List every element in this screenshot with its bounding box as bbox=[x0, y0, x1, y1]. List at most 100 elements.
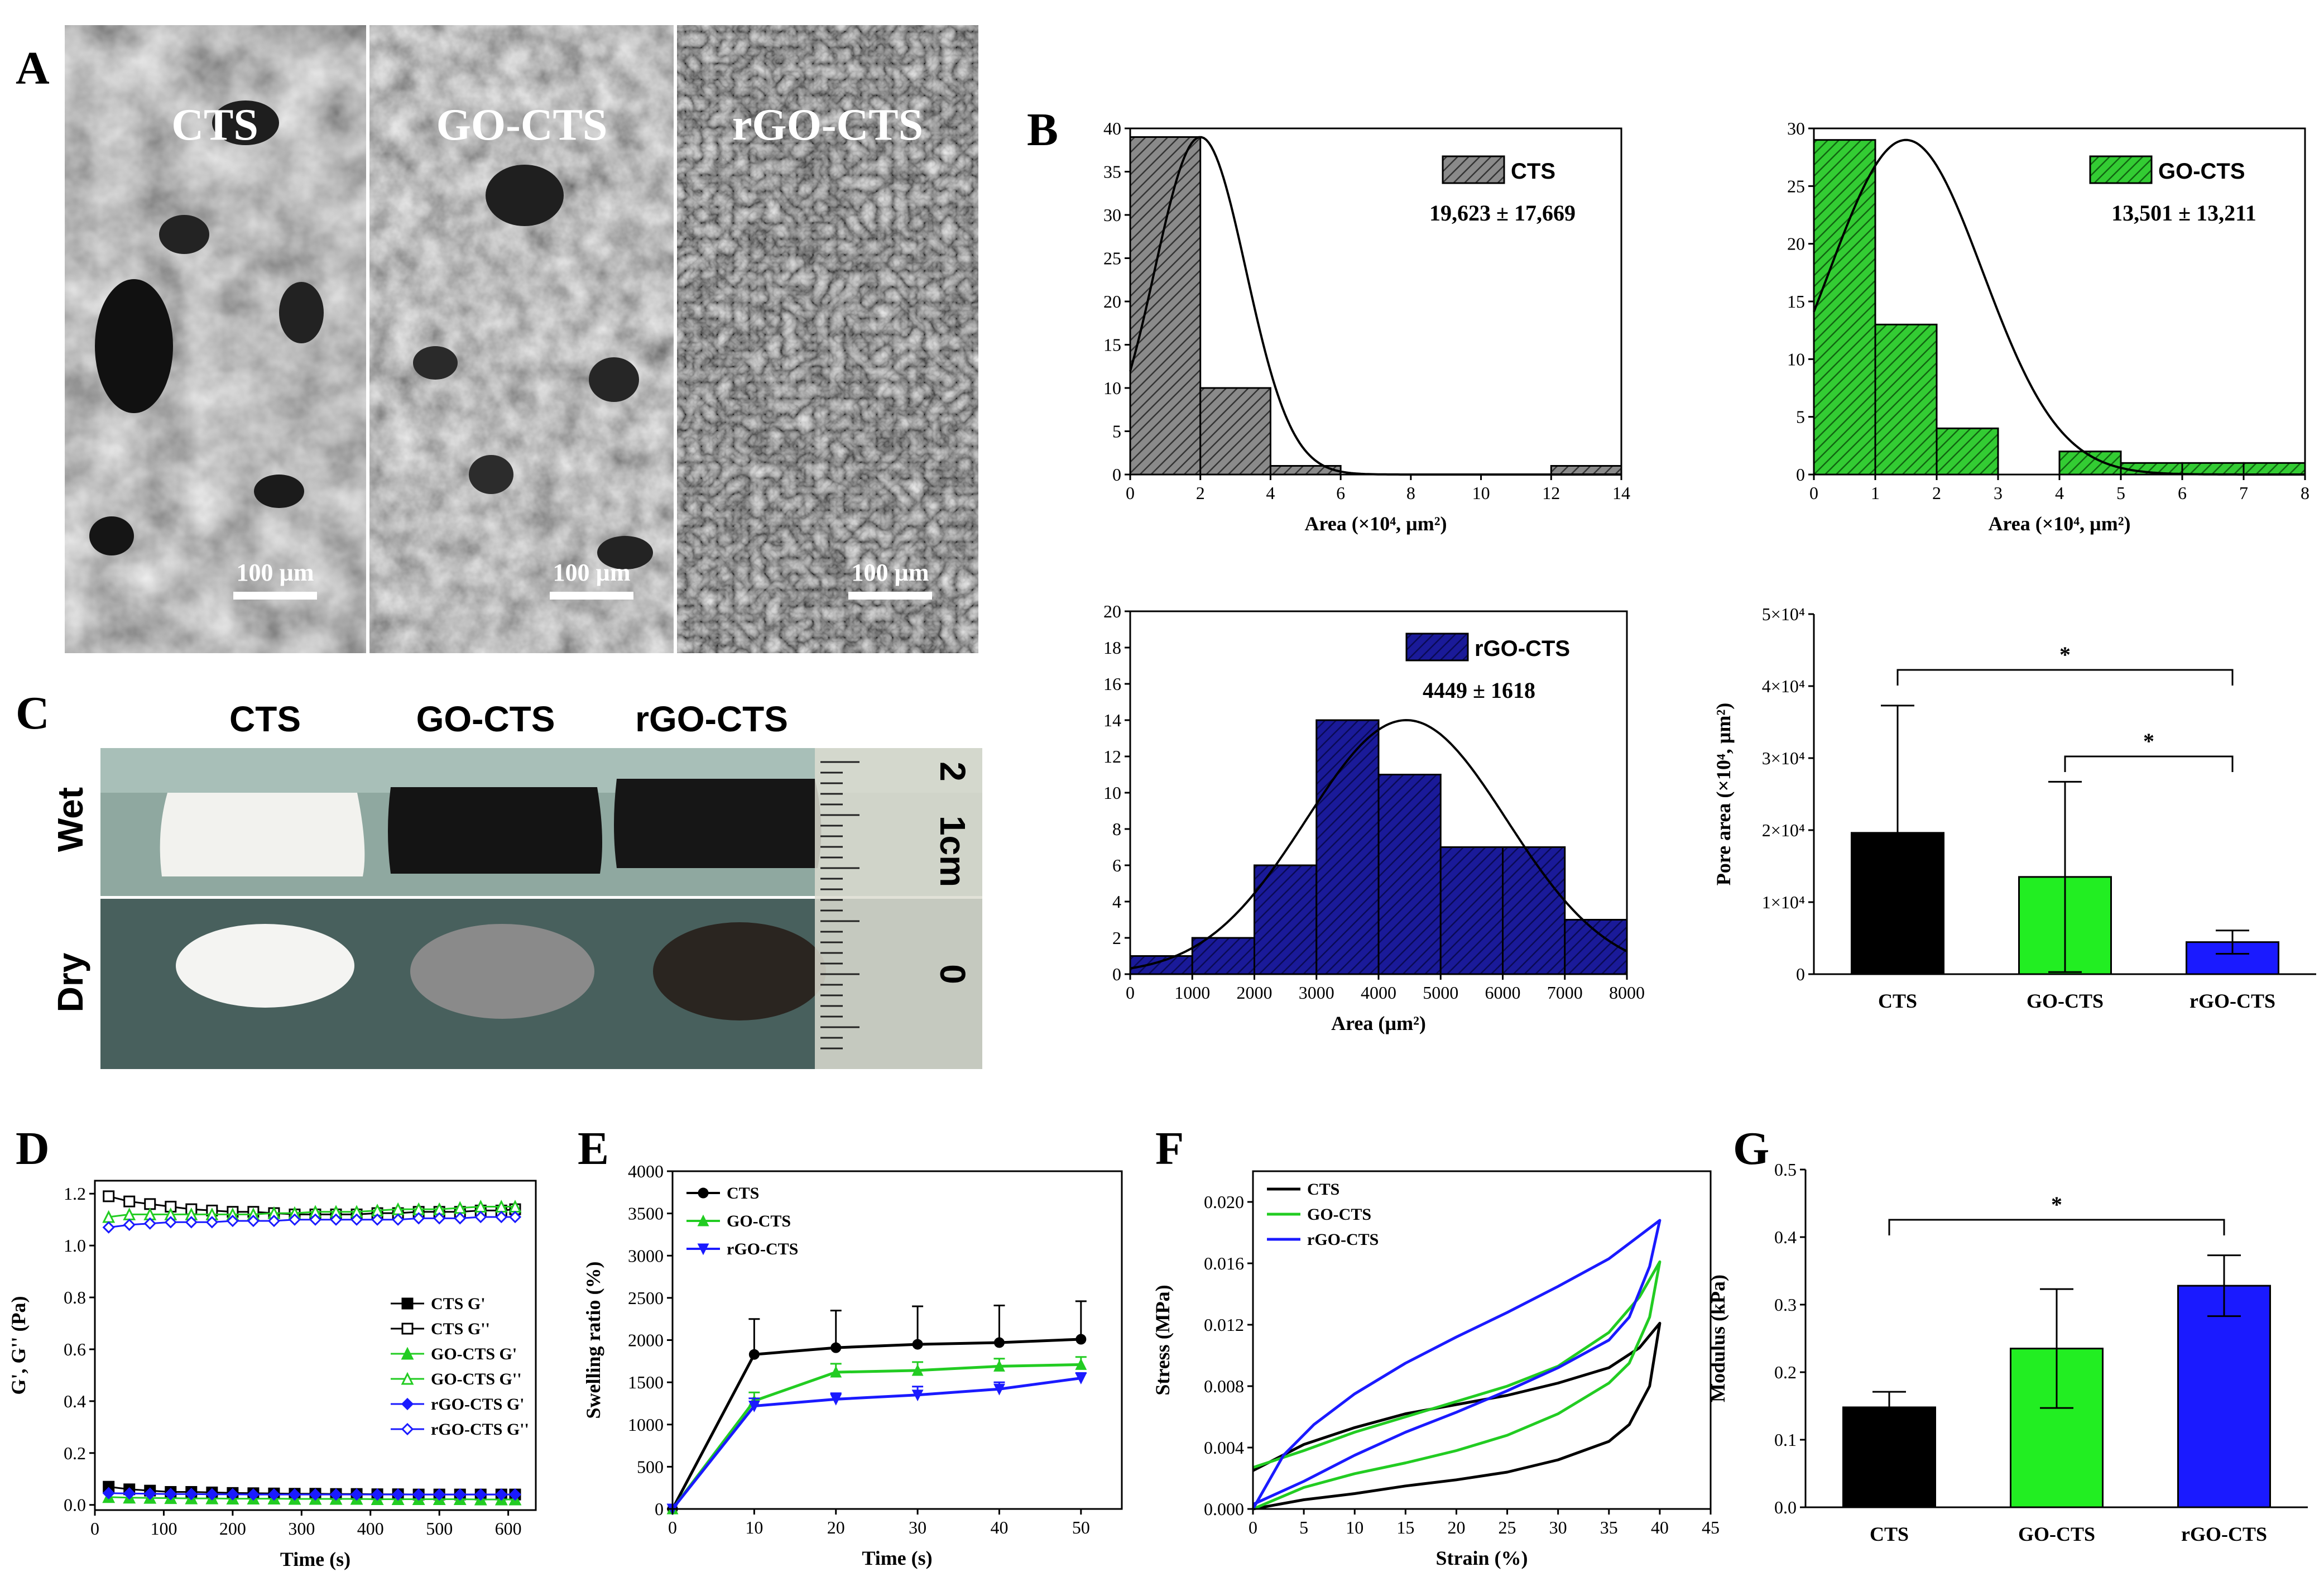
sem-image-cts: CTS 100 µm bbox=[65, 25, 366, 653]
data-point bbox=[474, 1488, 487, 1501]
y-tick-label: 2000 bbox=[628, 1330, 664, 1350]
data-point bbox=[911, 1389, 924, 1402]
panel-letter-f: F bbox=[1155, 1123, 1184, 1175]
y-tick-label: 4 bbox=[1112, 892, 1121, 912]
x-tick-label: 14 bbox=[1612, 483, 1630, 503]
histogram-rgo-cts: 0 2 4 6 8 10 12 14 16 18 20 0 1000 2000 3000 4000 5000 60… bbox=[1103, 601, 1645, 1034]
data-point bbox=[288, 1488, 301, 1501]
data-point bbox=[102, 1487, 115, 1499]
data-point bbox=[1075, 1334, 1087, 1345]
histogram-bar bbox=[1936, 427, 1999, 476]
x-tick-label: 10 bbox=[1472, 483, 1490, 503]
legend-label: rGO-CTS bbox=[1307, 1230, 1379, 1249]
x-tick-label: 0 bbox=[1809, 483, 1818, 503]
category-label: rGO-CTS bbox=[2181, 1523, 2267, 1545]
scale-bar-label: 100 µm bbox=[553, 559, 630, 586]
panel-letter-a: A bbox=[16, 42, 50, 94]
y-tick-label: 5 bbox=[1112, 421, 1121, 442]
panel-letter-b: B bbox=[1027, 104, 1058, 156]
legend-swatch bbox=[1405, 633, 1469, 662]
y-tick-label: 1.2 bbox=[64, 1183, 86, 1204]
data-point bbox=[102, 1221, 115, 1234]
legend-label: rGO-CTS G' bbox=[431, 1395, 525, 1413]
data-point bbox=[508, 1488, 522, 1501]
data-point bbox=[267, 1214, 281, 1228]
photo-column-go-cts: GO-CTS bbox=[416, 699, 555, 739]
data-point bbox=[226, 1214, 239, 1228]
data-point bbox=[911, 1364, 924, 1376]
data-point bbox=[329, 1488, 343, 1501]
y-tick-label: 0.008 bbox=[1204, 1376, 1244, 1396]
data-point bbox=[830, 1365, 842, 1378]
histogram-bar bbox=[1874, 323, 1938, 476]
scale-bar bbox=[848, 592, 932, 600]
x-tick-label: 100 bbox=[150, 1518, 177, 1539]
data-point bbox=[164, 1488, 177, 1501]
y-axis-label: Pore area (×10⁴, µm²) bbox=[1712, 703, 1735, 885]
x-tick-label: 0 bbox=[1249, 1517, 1257, 1537]
y-tick-label: 1×10⁴ bbox=[1762, 892, 1805, 912]
legend-swatch bbox=[1442, 155, 1505, 184]
plot-frame bbox=[1252, 1170, 1712, 1510]
ruler-cm-label: 1cm bbox=[933, 816, 973, 887]
data-point bbox=[123, 1195, 136, 1208]
data-point bbox=[433, 1488, 446, 1501]
y-tick-label: 1500 bbox=[628, 1372, 664, 1392]
data-point bbox=[350, 1488, 363, 1501]
data-point bbox=[748, 1400, 760, 1412]
x-tick-label: 3000 bbox=[1299, 983, 1334, 1003]
histogram-bar bbox=[2181, 462, 2245, 476]
data-point bbox=[309, 1213, 322, 1226]
photo-column-rgo-cts: rGO-CTS bbox=[635, 699, 788, 739]
y-tick-label: 14 bbox=[1103, 710, 1121, 730]
histogram-bar bbox=[1129, 136, 1202, 476]
swelling-chart: 0 500 1000 1500 2000 2500 3000 3500 4000 0 10 20 30 4… bbox=[582, 1161, 1123, 1569]
rheology-chart: 0.0 0.2 0.4 0.6 0.8 1.0 1.2 0 100 200 300 400 500 600… bbox=[7, 1180, 537, 1570]
y-tick-label: 2×10⁴ bbox=[1762, 820, 1805, 840]
histogram-cts: 0 5 10 15 20 25 30 35 40 0 2 4 6 8 10 12 14 Area (×10⁴, µ… bbox=[1103, 118, 1630, 535]
y-tick-label: 25 bbox=[1787, 176, 1805, 196]
x-tick-label: 2 bbox=[1196, 483, 1205, 503]
data-point bbox=[371, 1213, 384, 1226]
x-tick-label: 20 bbox=[1447, 1517, 1465, 1537]
y-tick-label: 0.4 bbox=[1774, 1227, 1797, 1247]
x-tick-label: 7 bbox=[2239, 483, 2248, 503]
data-point bbox=[288, 1213, 301, 1226]
hysteresis-loop bbox=[1252, 1321, 1662, 1511]
x-tick-label: 6 bbox=[2178, 483, 2187, 503]
y-tick-label: 20 bbox=[1103, 601, 1121, 621]
bar bbox=[1842, 1406, 1936, 1508]
x-axis-label: Time (s) bbox=[280, 1548, 350, 1570]
x-tick-label: 0 bbox=[1126, 983, 1135, 1003]
y-tick-label: 10 bbox=[1103, 783, 1121, 803]
x-tick-label: 5 bbox=[1299, 1517, 1308, 1537]
panel-letter-g: G bbox=[1733, 1123, 1769, 1175]
data-point bbox=[495, 1210, 508, 1224]
y-tick-label: 5 bbox=[1796, 407, 1805, 427]
x-tick-label: 35 bbox=[1600, 1517, 1618, 1537]
y-tick-label: 2500 bbox=[628, 1288, 664, 1308]
x-axis-label: Area (×10⁴, µm²) bbox=[1988, 512, 2130, 535]
y-tick-label: 3500 bbox=[628, 1204, 664, 1224]
x-tick-label: 0 bbox=[90, 1518, 99, 1539]
data-point bbox=[267, 1488, 281, 1501]
data-point bbox=[993, 1337, 1005, 1348]
y-tick-label: 2 bbox=[1112, 928, 1121, 948]
x-tick-label: 15 bbox=[1396, 1517, 1414, 1537]
y-tick-label: 15 bbox=[1103, 335, 1121, 355]
category-label: rGO-CTS bbox=[2189, 990, 2275, 1012]
y-tick-label: 10 bbox=[1787, 349, 1805, 369]
data-point bbox=[371, 1488, 384, 1501]
y-tick-label: 0.1 bbox=[1774, 1430, 1797, 1450]
y-tick-label: 0.5 bbox=[1774, 1159, 1797, 1180]
x-tick-label: 8 bbox=[1406, 483, 1415, 503]
histogram-go-cts: 0 5 10 15 20 25 30 0 1 2 3 4 5 6 7 8 Area (×10⁴, µm²) GO-… bbox=[1787, 118, 2309, 535]
x-tick-label: 30 bbox=[909, 1517, 926, 1537]
x-tick-label: 2 bbox=[1932, 483, 1941, 503]
x-axis-label: Area (µm²) bbox=[1331, 1012, 1426, 1034]
x-tick-label: 2000 bbox=[1237, 983, 1273, 1003]
x-tick-label: 4 bbox=[2055, 483, 2064, 503]
panel-letter-d: D bbox=[16, 1123, 50, 1175]
y-tick-label: 16 bbox=[1103, 674, 1121, 694]
